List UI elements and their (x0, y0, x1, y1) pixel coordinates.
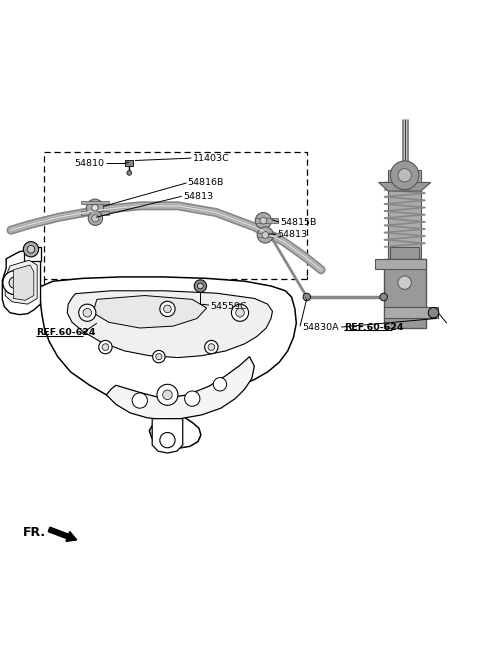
Polygon shape (388, 169, 421, 271)
Circle shape (160, 432, 175, 448)
Circle shape (398, 276, 411, 289)
Text: 54559C: 54559C (210, 302, 247, 311)
Polygon shape (379, 182, 431, 191)
Circle shape (27, 245, 35, 253)
Polygon shape (107, 357, 254, 420)
Polygon shape (2, 249, 40, 315)
Text: REF.60-624: REF.60-624 (344, 323, 404, 331)
Polygon shape (38, 277, 296, 448)
Circle shape (185, 391, 200, 406)
Circle shape (303, 293, 311, 301)
Polygon shape (67, 291, 273, 358)
Circle shape (236, 308, 244, 317)
Circle shape (198, 283, 203, 289)
Text: 54815B: 54815B (281, 218, 317, 226)
Text: 11403C: 11403C (193, 154, 230, 163)
Text: 54810: 54810 (74, 159, 104, 169)
Circle shape (99, 340, 112, 354)
Text: FR.: FR. (23, 525, 46, 539)
Circle shape (257, 227, 274, 243)
Circle shape (398, 169, 411, 182)
Circle shape (132, 393, 147, 408)
Circle shape (92, 205, 98, 211)
Circle shape (204, 340, 218, 354)
Circle shape (83, 308, 92, 317)
FancyArrow shape (48, 527, 77, 541)
Polygon shape (384, 306, 438, 318)
Circle shape (9, 277, 21, 289)
Circle shape (160, 301, 175, 317)
Polygon shape (257, 232, 280, 237)
Bar (81, 201, 108, 204)
Text: 54816B: 54816B (188, 178, 224, 188)
Circle shape (88, 211, 103, 226)
Circle shape (157, 384, 178, 405)
Circle shape (255, 213, 272, 229)
Text: 54813: 54813 (184, 192, 214, 201)
Circle shape (231, 304, 249, 321)
Polygon shape (5, 260, 37, 304)
Circle shape (163, 390, 172, 400)
Circle shape (156, 354, 162, 359)
Circle shape (153, 350, 165, 363)
Circle shape (127, 171, 132, 175)
Bar (81, 211, 108, 215)
Polygon shape (255, 218, 278, 223)
Circle shape (92, 215, 99, 222)
Circle shape (79, 304, 96, 321)
Circle shape (260, 217, 267, 224)
Text: REF.60-624: REF.60-624 (36, 328, 95, 337)
Polygon shape (384, 259, 426, 328)
Circle shape (24, 241, 38, 257)
Polygon shape (152, 419, 183, 453)
Text: 54830A: 54830A (302, 323, 339, 331)
Circle shape (428, 308, 439, 318)
Circle shape (86, 199, 104, 216)
Text: 54813: 54813 (277, 230, 307, 239)
Polygon shape (24, 247, 40, 261)
Circle shape (213, 378, 227, 391)
Circle shape (262, 232, 269, 238)
Polygon shape (390, 247, 419, 271)
Circle shape (102, 344, 109, 350)
Circle shape (208, 344, 215, 350)
Polygon shape (13, 265, 34, 300)
Circle shape (164, 305, 171, 313)
Polygon shape (93, 296, 206, 328)
Bar (44, 152, 307, 279)
Polygon shape (125, 161, 133, 166)
Polygon shape (375, 259, 426, 270)
Circle shape (390, 161, 419, 190)
Circle shape (194, 280, 206, 292)
Circle shape (380, 293, 387, 301)
Circle shape (3, 271, 27, 295)
